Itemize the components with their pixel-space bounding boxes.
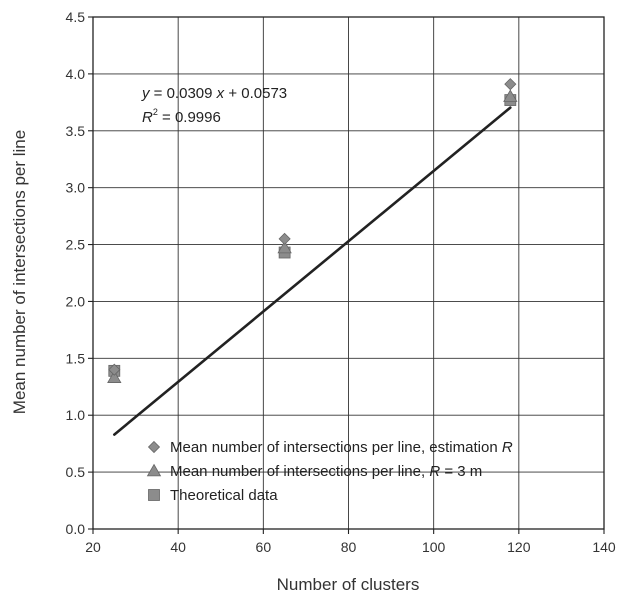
- data-points: [107, 78, 518, 383]
- legend-marker-diamond: [147, 440, 161, 454]
- diamond-point-0: [108, 363, 121, 376]
- y-tick-label-0: 0.0: [66, 521, 86, 537]
- legend-marker-triangle: [146, 463, 162, 477]
- r-squared: R2 = 0.9996: [142, 107, 221, 126]
- trendline: [112, 106, 512, 436]
- r2-value: = 0.9996: [158, 109, 221, 126]
- y-tick-label-8: 4.0: [66, 66, 86, 82]
- legend-label-1: Mean number of intersections per line, R…: [170, 463, 482, 480]
- y-tick-label-7: 3.5: [66, 123, 86, 139]
- x-tick-label-3: 80: [341, 539, 357, 555]
- legend-label-2: Theoretical data: [170, 487, 278, 504]
- triangle-point-0: [107, 370, 122, 383]
- eq-middle: = 0.0309: [150, 85, 217, 102]
- x-tick-label-5: 120: [507, 539, 531, 555]
- y-tick-label-6: 3.0: [66, 180, 86, 196]
- plot-frame: [92, 16, 605, 530]
- x-tick-label-0: 20: [85, 539, 101, 555]
- triangle-point-1: [277, 240, 292, 254]
- diamond-point-1: [278, 232, 291, 245]
- y-tick-label-2: 1.0: [66, 407, 86, 423]
- y-axis-title: Mean number of intersections per line: [10, 130, 29, 414]
- x-tick-label-6: 140: [592, 539, 616, 555]
- diamond-point-2: [504, 78, 517, 91]
- x-axis-title: Number of clusters: [277, 575, 420, 594]
- x-tick-label-1: 40: [170, 539, 186, 555]
- y-tick-label-4: 2.0: [66, 293, 86, 309]
- legend-label-0: Mean number of intersections per line, e…: [170, 439, 513, 456]
- eq-y-variable: y: [141, 85, 151, 102]
- y-tick-label-1: 0.5: [66, 464, 86, 480]
- x-tick-label-4: 100: [422, 539, 446, 555]
- eq-tail: + 0.0573: [224, 85, 287, 102]
- x-axis-ticks: 20 40 60 80 100 120 140: [85, 529, 616, 555]
- r2-variable: R: [142, 109, 153, 126]
- x-tick-label-2: 60: [256, 539, 272, 555]
- y-axis-ticks: 0.0 0.5 1.0 1.5 2.0 2.5 3.0 3.5 4.0 4.5: [66, 9, 93, 537]
- y-tick-label-5: 2.5: [66, 237, 86, 253]
- legend: Mean number of intersections per line, e…: [146, 439, 513, 504]
- legend-marker-square: [148, 489, 160, 501]
- y-tick-label-9: 4.5: [66, 9, 86, 25]
- y-tick-label-3: 1.5: [66, 350, 86, 366]
- triangle-point-2: [503, 89, 518, 102]
- eq-x-variable: x: [216, 85, 225, 102]
- r2-superscript: 2: [153, 107, 158, 117]
- trendline-equation: y = 0.0309 x + 0.0573: [141, 85, 287, 102]
